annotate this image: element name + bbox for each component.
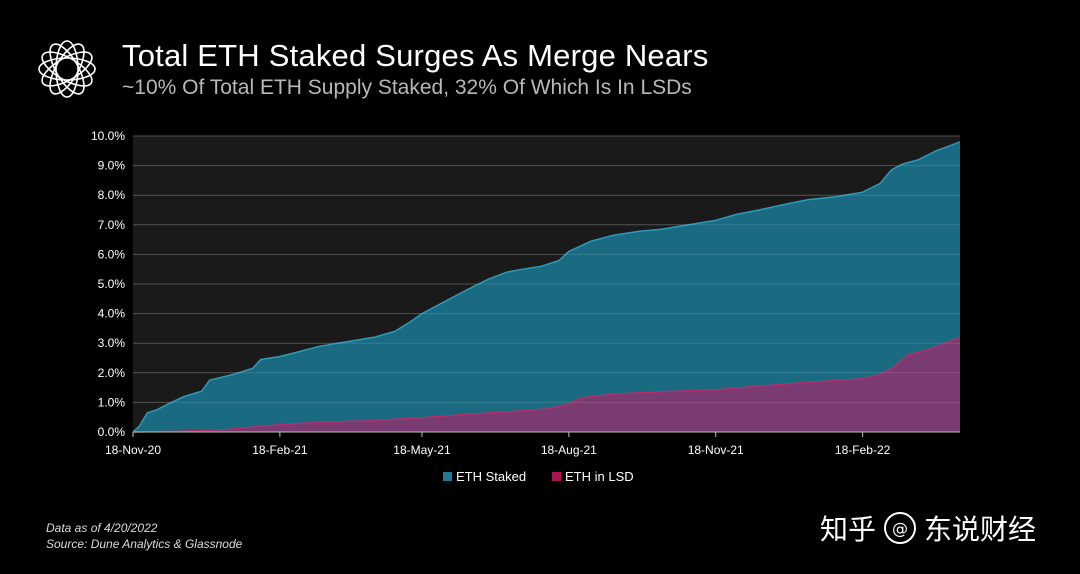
x-tick-label: 18-Nov-20 [105,443,161,457]
series-area-eth-in-lsd [133,337,960,432]
chart-subtitle: ~10% Of Total ETH Supply Staked, 32% Of … [122,76,692,99]
logo-petal [49,43,85,95]
y-tick-label: 2.0% [98,366,126,380]
y-tick-label: 7.0% [98,218,126,232]
series-line-eth-in-lsd [132,336,961,433]
source-note: Source: Dune Analytics & Glassnode [46,537,243,551]
watermark-text-author: 东说财经 [924,513,1037,546]
legend-swatch [443,472,452,481]
watermark: 知乎 @ 东说财经 [820,508,1036,548]
y-tick-label: 0.0% [98,425,126,439]
watermark-badge: @ [884,512,917,544]
watermark-text-zhihu: 知乎 [820,513,877,546]
y-tick-label: 1.0% [98,395,126,409]
y-tick-label: 10.0% [91,129,125,143]
y-tick-label: 4.0% [98,307,126,321]
legend-swatch [552,472,561,481]
brand-logo [38,40,96,98]
y-tick-label: 6.0% [98,247,126,261]
x-tick-label: 18-Aug-21 [541,443,597,457]
legend: ETH Staked ETH in LSD [443,469,634,484]
x-tick-label: 18-May-21 [393,443,451,457]
y-tick-label: 5.0% [98,277,126,291]
logo-petal [41,51,93,87]
logo-petal [55,40,79,98]
y-tick-label: 8.0% [98,188,126,202]
series-area-eth-staked [133,141,960,432]
series-line-eth-staked [132,141,961,433]
y-tick-label: 3.0% [98,336,126,350]
y-tick-label: 9.0% [98,159,126,173]
x-tick-label: 18-Feb-21 [252,443,308,457]
chart-title: Total ETH Staked Surges As Merge Nears [122,38,709,73]
legend-label: ETH in LSD [565,469,634,484]
x-tick-label: 18-Feb-22 [835,443,891,457]
logo-petal [38,57,96,81]
x-tick-label: 18-Nov-21 [688,443,744,457]
legend-label: ETH Staked [456,469,526,484]
logo-petal [41,51,93,87]
data-date-note: Data as of 4/20/2022 [46,521,158,535]
logo-petal [49,43,85,95]
